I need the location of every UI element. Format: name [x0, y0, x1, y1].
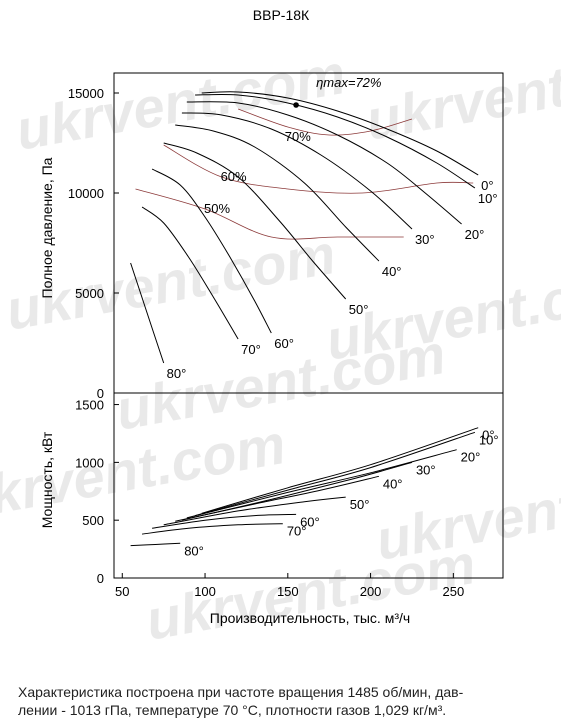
- power-curve-label-40°: 40°: [383, 476, 403, 491]
- efficiency-label-70%: 70%: [285, 129, 311, 144]
- x-tick-label-250: 250: [442, 584, 464, 599]
- lower-y-tick-label-500: 500: [82, 513, 104, 528]
- watermark-5: ukrvent.com: [361, 32, 561, 152]
- upper-y-tick-label-15000: 15000: [68, 86, 104, 101]
- pressure-curve-label-60°: 60°: [274, 336, 294, 351]
- power-curve-label-20°: 20°: [461, 450, 481, 465]
- x-axis-label: Производительность, тыс. м³/ч: [210, 610, 410, 626]
- pressure-curve-label-0°: 0°: [481, 178, 493, 193]
- efficiency-label-60%: 60%: [221, 169, 247, 184]
- lower-y-tick-label-0: 0: [97, 571, 104, 586]
- pressure-curve-20°: [186, 101, 462, 225]
- upper-y-tick-label-5000: 5000: [75, 286, 104, 301]
- efficiency-label-50%: 50%: [204, 201, 230, 216]
- power-curve-label-0°: 0°: [482, 428, 494, 443]
- pressure-panel: 70% 60% 50% 0°10° 20° 30° 40° 50° 60° 70° 80° ηmax=…: [130, 75, 498, 381]
- pressure-curve-label-70°: 70°: [241, 342, 261, 357]
- lower-y-tick-label-1000: 1000: [75, 455, 104, 470]
- upper-y-tick-label-10000: 10000: [68, 186, 104, 201]
- pressure-curve-10°: [195, 93, 476, 189]
- axes: 50 100 150 200 250 0 5000 10000 15000 0 500 1000 150…: [68, 86, 464, 599]
- power-curve-20°: [186, 449, 457, 519]
- pressure-curve-30°: [181, 112, 413, 230]
- watermark-7: ukrvent.com: [371, 452, 561, 572]
- power-curve-label-10°: 10°: [479, 432, 499, 447]
- power-curve-label-30°: 30°: [416, 462, 436, 477]
- power-curve-60°: [152, 513, 297, 529]
- caption-line-1: Характеристика построена при частоте вра…: [18, 684, 464, 700]
- pressure-curve-40°: [175, 124, 380, 262]
- power-curve-70°: [142, 523, 283, 535]
- pressure-curve-label-80°: 80°: [167, 366, 187, 381]
- pressure-curve-label-40°: 40°: [382, 264, 402, 279]
- power-curve-label-70°: 70°: [287, 524, 307, 539]
- chart-caption: Характеристика построена при частоте вра…: [18, 683, 548, 719]
- pressure-curve-60°: [151, 168, 272, 334]
- eta-max-label: ηmax=72%: [316, 75, 381, 90]
- power-curve-80°: [130, 542, 181, 547]
- x-tick-label-100: 100: [194, 584, 216, 599]
- power-curve-label-80°: 80°: [184, 543, 204, 558]
- x-tick-label-150: 150: [277, 584, 299, 599]
- eta-max-point: [293, 102, 299, 108]
- lower-y-axis-label: Мощность, кВт: [39, 431, 55, 528]
- power-curve-label-50°: 50°: [350, 497, 370, 512]
- pressure-curve-0°: [201, 91, 479, 176]
- power-curve-40°: [175, 475, 380, 522]
- pressure-curve-50°: [163, 142, 347, 300]
- x-tick-label-50: 50: [115, 584, 129, 599]
- caption-line-2: лении - 1013 гПа, температуре 70 °С, пло…: [18, 702, 447, 718]
- chart-title: ВВР-18К: [253, 7, 310, 23]
- fan-chart: ukrvent.comukrvent.comukrvent.comukrvent…: [0, 7, 561, 652]
- upper-y-axis-label: Полное давление, Па: [39, 157, 55, 298]
- power-curve-label-60°: 60°: [300, 514, 320, 529]
- pressure-curve-70°: [141, 206, 239, 340]
- pressure-curve-label-10°: 10°: [478, 191, 498, 206]
- power-curve-10°: [194, 431, 476, 517]
- efficiency-curve-60%: [163, 144, 474, 194]
- upper-y-tick-label-0: 0: [97, 386, 104, 401]
- power-curve-50°: [163, 496, 346, 526]
- pressure-curve-label-30°: 30°: [415, 232, 435, 247]
- power-curve-0°: [201, 427, 479, 514]
- pressure-curve-label-50°: 50°: [349, 302, 369, 317]
- power-panel: 0°10° 20° 30° 40° 50° 60°70° 80°: [130, 427, 499, 558]
- pressure-curve-label-20°: 20°: [465, 227, 485, 242]
- pressure-curve-80°: [130, 262, 165, 364]
- lower-y-tick-label-1500: 1500: [75, 398, 104, 413]
- lower-plot-frame: [113, 392, 504, 579]
- x-tick-label-200: 200: [360, 584, 382, 599]
- efficiency-curve-50%: [135, 188, 404, 240]
